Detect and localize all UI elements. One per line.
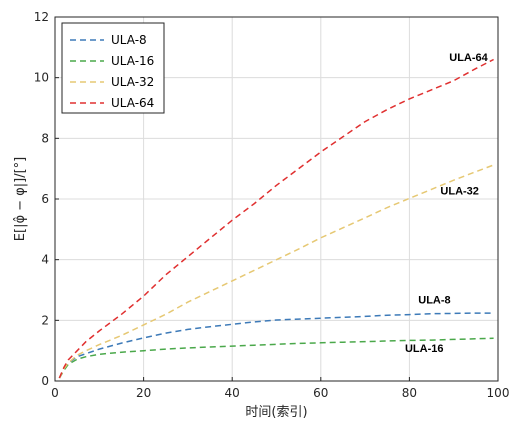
legend-label: ULA-16 [111, 54, 154, 68]
y-tick-label: 6 [41, 192, 49, 206]
legend-label: ULA-8 [111, 33, 147, 47]
x-tick-label: 20 [136, 386, 151, 400]
x-tick-label: 100 [487, 386, 510, 400]
axis-ticks: 0 20 40 60 80 100 0 2 4 6 8 10 12 [34, 10, 510, 400]
y-tick-label: 4 [41, 253, 49, 267]
series-annotations: ULA-64 ULA-32 ULA-8 ULA-16 [405, 52, 489, 355]
annotation-ula-64: ULA-64 [449, 52, 488, 64]
grid-lines [54, 16, 499, 382]
legend-label: ULA-64 [111, 96, 154, 110]
x-tick-label: 40 [225, 386, 240, 400]
x-tick-label: 60 [313, 386, 328, 400]
y-tick-label: 10 [34, 71, 49, 85]
annotation-ula-8: ULA-8 [418, 295, 450, 307]
y-tick-label: 8 [41, 131, 49, 145]
y-tick-label: 2 [41, 313, 49, 327]
series-line-ula-32 [58, 164, 494, 379]
annotation-ula-16: ULA-16 [405, 343, 444, 355]
legend-box [61, 22, 165, 114]
series-line-ula-16 [58, 337, 494, 379]
x-axis-label: 时间(索引) [245, 405, 307, 420]
y-axis-label: E[|φ̂ − φ|]/[°] [13, 157, 28, 241]
x-tick-label: 0 [51, 386, 59, 400]
x-tick-label: 80 [402, 386, 417, 400]
y-tick-label: 12 [34, 10, 49, 24]
legend-label: ULA-32 [111, 75, 154, 89]
series-line-ula-64 [58, 58, 494, 379]
series-lines [58, 58, 494, 379]
legend: ULA-8 ULA-16 ULA-32 ULA-64 [61, 22, 165, 114]
y-tick-label: 0 [41, 374, 49, 388]
annotation-ula-32: ULA-32 [440, 185, 479, 197]
